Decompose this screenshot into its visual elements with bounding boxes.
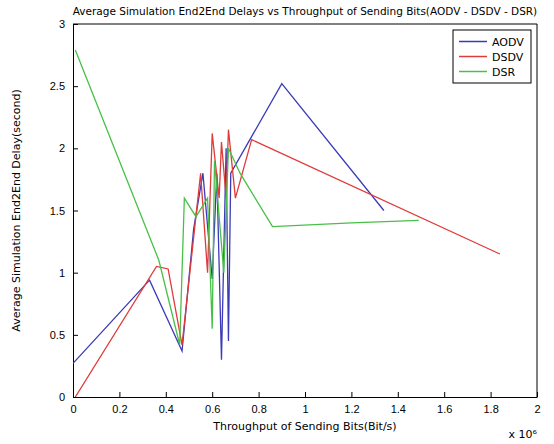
legend-label: AODV (492, 36, 524, 49)
tick: 0.4 (159, 392, 174, 415)
tick-label: 2 (59, 142, 65, 154)
tick-mark (444, 392, 445, 397)
tick: 1.6 (437, 392, 452, 415)
tick-label: 0.5 (50, 329, 65, 341)
tick: 2.5 (50, 80, 78, 92)
tick-mark (73, 86, 78, 87)
tick-mark (73, 397, 78, 398)
plot-frame (73, 24, 537, 397)
tick-mark (73, 148, 78, 149)
tick: 1 (59, 267, 78, 279)
tick-mark (73, 211, 78, 212)
tick-label: 1.4 (391, 403, 406, 415)
tick-mark (398, 392, 399, 397)
tick-label: 1 (59, 267, 65, 279)
tick: 1.4 (391, 392, 406, 415)
legend-swatch (459, 71, 487, 73)
tick: 2 (59, 142, 78, 154)
legend-swatch (459, 56, 487, 58)
tick: 3 (59, 18, 78, 30)
legend: AODV DSDV DSR (453, 30, 531, 83)
tick-label: 0 (59, 391, 65, 403)
tick-mark (73, 273, 78, 274)
tick: 2 (534, 392, 540, 415)
tick: 1.5 (50, 205, 78, 217)
series-line (75, 50, 418, 345)
tick: 1.2 (344, 392, 359, 415)
tick-label: 1.5 (50, 205, 65, 217)
y-axis: 0 0.5 1 1.5 2 2.5 3 (50, 18, 78, 403)
tick-mark (166, 392, 167, 397)
x-axis-title: Throughput of Sending Bits(Bit/s) (212, 420, 396, 433)
legend-label: DSR (492, 66, 515, 79)
x-axis: 0 0.2 0.4 0.6 0.8 1 1.2 1.4 1.6 1.8 2 (70, 392, 540, 415)
tick-mark (491, 392, 492, 397)
tick-mark (212, 392, 213, 397)
tick-label: 2 (534, 403, 540, 415)
legend-label: DSDV (492, 51, 524, 64)
tick-label: 0.8 (251, 403, 266, 415)
chart: Average Simulation End2End Delays vs Thr… (0, 0, 554, 444)
tick-label: 3 (59, 18, 65, 30)
tick-label: 2.5 (50, 80, 65, 92)
tick-label: 1.6 (437, 403, 452, 415)
tick-mark (259, 392, 260, 397)
tick-mark (73, 335, 78, 336)
tick-label: 1.2 (344, 403, 359, 415)
tick: 0.6 (205, 392, 220, 415)
tick-label: 0.2 (112, 403, 127, 415)
annotation: x 10⁶ (509, 428, 538, 441)
tick-label: 0 (70, 403, 76, 415)
tick: 1 (302, 392, 308, 415)
plot-area (73, 50, 500, 397)
tick: 0.5 (50, 329, 78, 341)
tick-label: 1.8 (483, 403, 498, 415)
tick-mark (119, 392, 120, 397)
tick-mark (537, 392, 538, 397)
tick-label: 1 (302, 403, 308, 415)
axis-line (74, 397, 538, 398)
tick-label: 0.6 (205, 403, 220, 415)
tick-mark (73, 24, 78, 25)
tick-mark (305, 392, 306, 397)
tick: 0 (59, 391, 78, 403)
tick: 0.2 (112, 392, 127, 415)
tick: 1.8 (483, 392, 498, 415)
title: Average Simulation End2End Delays vs Thr… (73, 5, 537, 17)
series-line (75, 130, 500, 397)
y-axis-title: Average Simulation End2End Delay(second) (10, 89, 23, 331)
legend-swatch (459, 41, 487, 43)
tick-mark (351, 392, 352, 397)
tick-label: 0.4 (159, 403, 174, 415)
tick: 0.8 (251, 392, 266, 415)
legend-box (453, 30, 531, 83)
